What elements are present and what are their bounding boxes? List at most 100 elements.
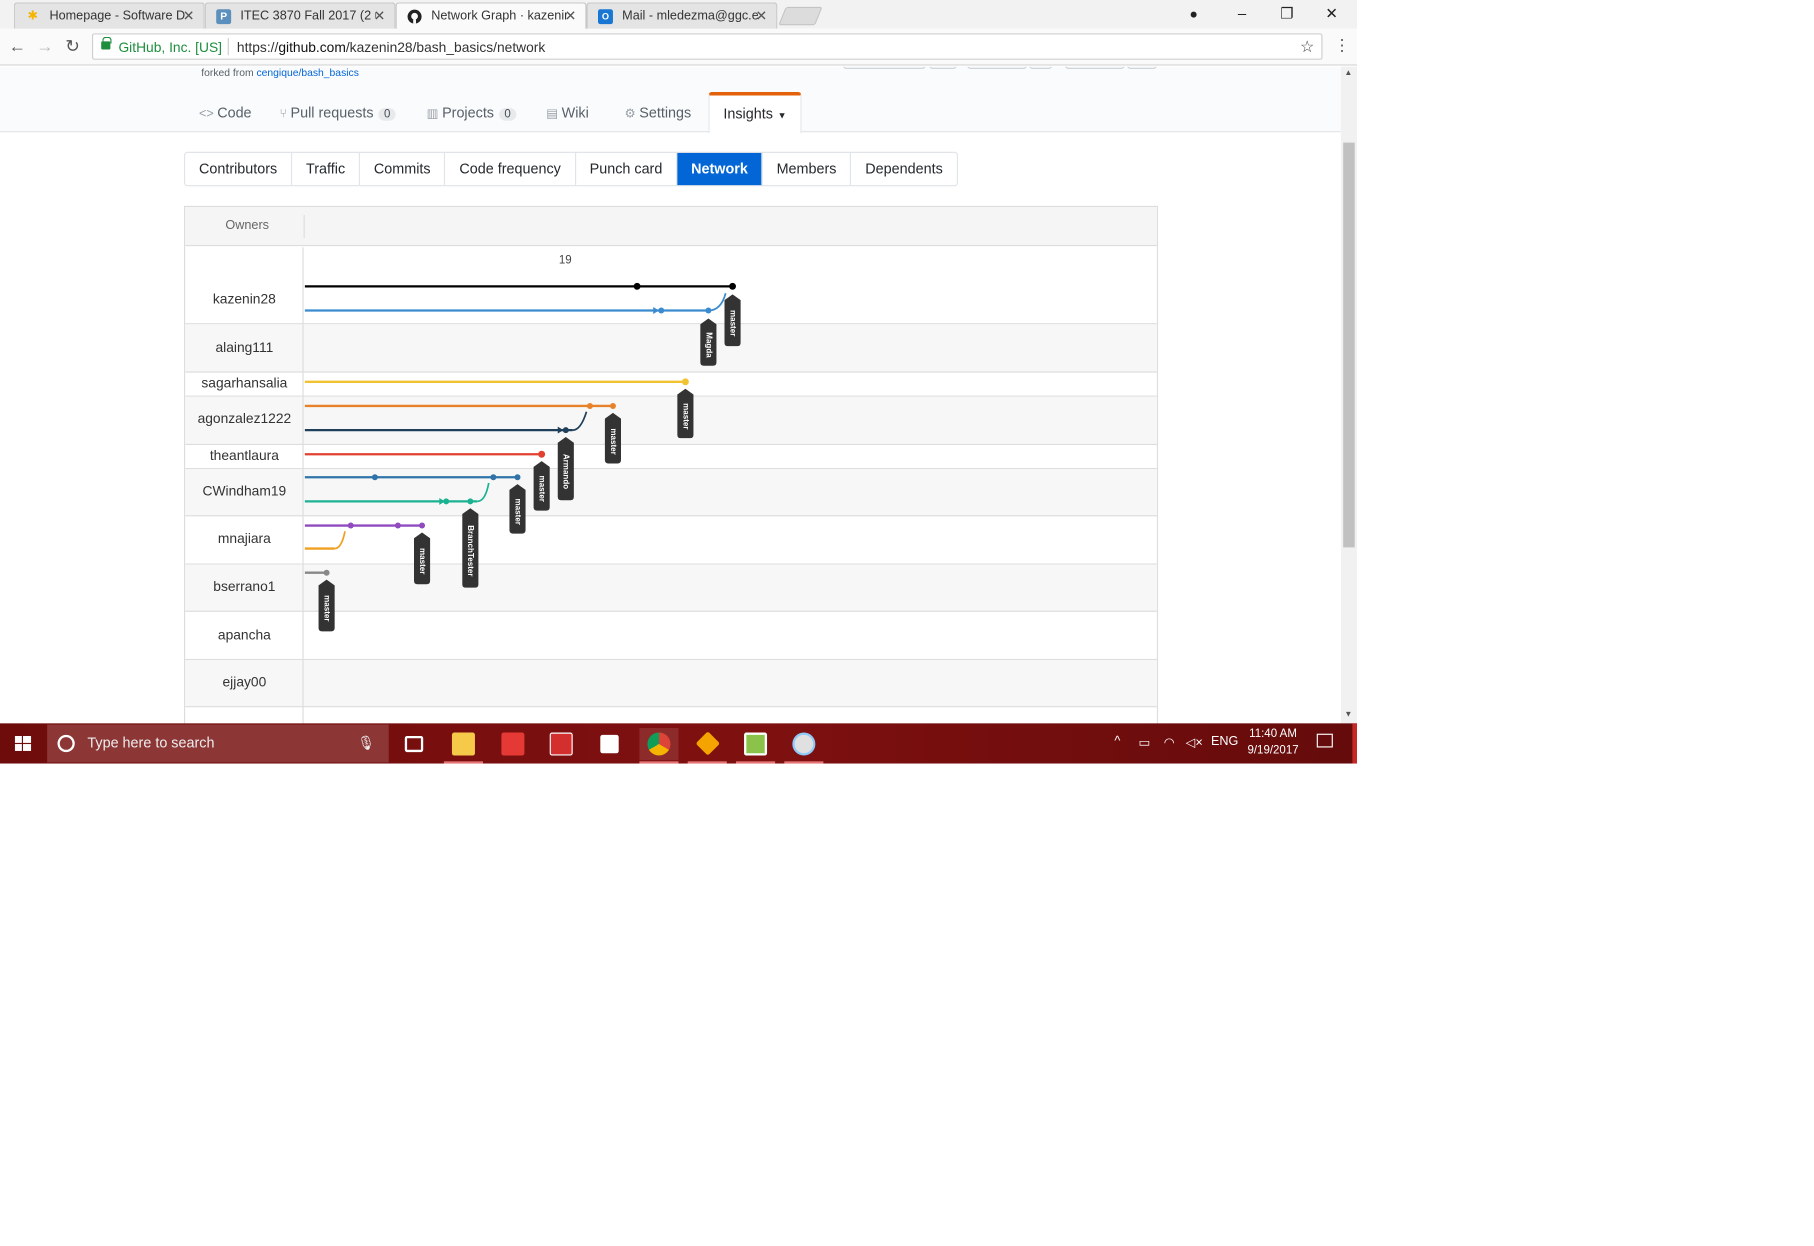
commit-dot[interactable] (538, 450, 546, 458)
restore-button[interactable]: ❐ (1280, 4, 1294, 22)
subnav-contributors[interactable]: Contributors (185, 152, 293, 186)
subnav-traffic[interactable]: Traffic (292, 152, 361, 186)
commit-dot[interactable] (514, 474, 521, 481)
browser-tab-itec[interactable]: P ITEC 3870 Fall 2017 (2 un ✕ (204, 2, 396, 29)
scrollbar-thumb[interactable] (1343, 142, 1355, 548)
minimize-button[interactable]: – (1237, 4, 1247, 22)
branch-label-tag[interactable]: master (509, 484, 526, 534)
chrome-icon[interactable] (639, 727, 679, 764)
tab-insights[interactable]: Insights ▼ (708, 92, 802, 134)
commit-dot[interactable] (562, 427, 569, 434)
commit-dot[interactable] (633, 282, 641, 290)
owner-name[interactable]: sagarhansalia (201, 374, 288, 391)
new-tab-button[interactable] (778, 6, 823, 26)
taskbar-search-box[interactable]: Type here to search 🎙 (47, 724, 389, 763)
microphone-icon[interactable]: 🎙 (357, 734, 375, 751)
branch-label-tag[interactable]: BranchTester (462, 508, 479, 588)
tab-code[interactable]: <> Code (199, 92, 252, 133)
tab-pull-requests[interactable]: ⑂ Pull requests 0 (279, 92, 397, 133)
branch-label-tag[interactable]: master (318, 579, 335, 632)
browser-tab-homepage[interactable]: ✱ Homepage - Software De ✕ (13, 2, 205, 29)
owner-name[interactable]: ejjay00 (222, 673, 267, 690)
close-window-button[interactable]: ✕ (1325, 4, 1338, 22)
tab-wiki[interactable]: ▤ Wiki (546, 92, 589, 133)
scroll-down-arrow-icon[interactable]: ▼ (1344, 710, 1353, 719)
close-icon[interactable]: ✕ (755, 8, 768, 25)
scroll-up-arrow-icon[interactable]: ▲ (1344, 69, 1353, 78)
address-bar[interactable]: GitHub, Inc. [US] https://github.com/kaz… (92, 33, 1323, 60)
taskbar-clock[interactable]: 11:40 AM 9/19/2017 (1242, 727, 1304, 759)
commit-dot[interactable] (467, 498, 474, 505)
commit-dot[interactable] (729, 282, 736, 290)
commit-dot[interactable] (443, 498, 450, 505)
browser-tab-mail[interactable]: O Mail - mledezma@ggc.e ✕ (586, 2, 778, 29)
branch-label-tag[interactable]: master (604, 412, 621, 464)
commit-dot[interactable] (371, 474, 378, 481)
commit-dot[interactable] (347, 522, 354, 529)
branch-label-tag[interactable]: master (677, 388, 694, 439)
fork-button[interactable] (1064, 66, 1125, 69)
tab-settings[interactable]: ⚙ Settings (624, 92, 691, 133)
reload-icon[interactable]: ↻ (65, 36, 80, 57)
page-scrollbar[interactable]: ▲ ▼ (1340, 66, 1357, 724)
owner-name[interactable]: alaing111 (215, 339, 274, 356)
watch-button[interactable] (842, 66, 926, 69)
commit-dot[interactable] (681, 378, 689, 386)
branch-label-tag[interactable]: Magda (700, 318, 717, 366)
battery-icon[interactable]: ▭ (1138, 736, 1151, 750)
star-button[interactable] (967, 66, 1027, 69)
subnav-dependents[interactable]: Dependents (865, 161, 943, 178)
acrobat-icon[interactable] (493, 728, 532, 760)
app-red-icon[interactable] (542, 728, 581, 760)
commit-dot[interactable] (419, 522, 426, 529)
tab-projects[interactable]: ▥ Projects 0 (427, 92, 517, 133)
file-explorer-icon[interactable] (443, 728, 483, 764)
git-gui-icon[interactable] (687, 728, 727, 764)
commit-dot[interactable] (394, 522, 401, 529)
subnav-code-frequency[interactable]: Code frequency (446, 152, 576, 186)
owner-name[interactable]: bserrano1 (213, 578, 276, 595)
owner-name[interactable]: CWindham19 (202, 483, 287, 500)
branch-label-tag[interactable]: master (414, 532, 431, 585)
store-icon[interactable] (590, 728, 629, 760)
language-indicator[interactable]: ENG (1210, 734, 1239, 749)
commit-dot[interactable] (658, 307, 665, 314)
commit-dot[interactable] (323, 569, 330, 576)
subnav-network[interactable]: Network (677, 152, 763, 186)
close-icon[interactable]: ✕ (373, 8, 386, 25)
commit-dot[interactable] (705, 307, 712, 314)
branch-label-tag[interactable]: master (724, 294, 741, 347)
branch-label-tag[interactable]: Armando (557, 437, 574, 501)
task-view-icon[interactable] (394, 728, 433, 760)
commit-dot[interactable] (586, 402, 593, 409)
volume-muted-icon[interactable]: ◁× (1185, 736, 1203, 750)
tray-chevron-up-icon[interactable]: ^ (1114, 734, 1121, 749)
owner-name[interactable]: mnajiara (217, 530, 271, 547)
back-arrow-icon[interactable]: ← (8, 36, 26, 57)
subnav-punch-card[interactable]: Punch card (576, 152, 678, 186)
branch-label-tag[interactable]: master (533, 461, 550, 511)
chrome-menu-icon[interactable]: ⋮ (1334, 35, 1351, 55)
commit-dot[interactable] (609, 402, 616, 409)
wifi-icon[interactable]: ◠ (1163, 736, 1175, 750)
owner-name[interactable]: kazenin28 (212, 290, 276, 308)
owner-name[interactable]: theantlaura (209, 447, 279, 464)
subnav-members[interactable]: Members (763, 152, 852, 186)
close-icon[interactable]: ✕ (182, 8, 195, 25)
tag-shape (414, 532, 431, 585)
user-profile-icon[interactable]: ● (1189, 5, 1198, 22)
commit-dot[interactable] (490, 474, 497, 481)
paint-icon[interactable] (784, 728, 824, 764)
owner-name[interactable]: apancha (217, 626, 271, 643)
bookmark-star-icon[interactable]: ☆ (1300, 36, 1315, 56)
close-icon[interactable]: ✕ (564, 8, 577, 25)
forked-repo-link[interactable]: cengique/bash_basics (256, 66, 359, 79)
image-viewer-icon[interactable] (736, 728, 776, 764)
windows-start-button[interactable] (0, 723, 46, 763)
forward-arrow-icon[interactable]: → (36, 36, 54, 57)
browser-tab-network-graph[interactable]: Network Graph · kazenin ✕ (395, 2, 587, 29)
subnav-commits[interactable]: Commits (360, 152, 446, 186)
owner-name[interactable]: agonzalez1222 (197, 410, 292, 427)
network-graph[interactable]: Owners kazenin28 alaing111 sagarhansalia… (184, 205, 1159, 724)
action-center-icon[interactable] (1316, 733, 1333, 748)
